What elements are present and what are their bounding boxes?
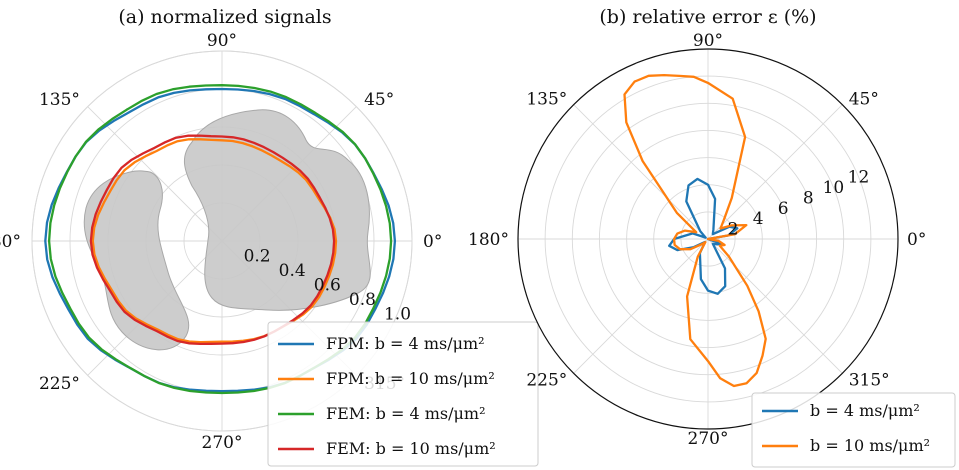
radial-tick-label: 0.6 (314, 276, 341, 296)
panel-a-normalized-signals: (a) normalized signals 0° 45° 90° 135° 180° 2… (0, 6, 539, 467)
radial-tick-label: 6 (778, 199, 789, 219)
radial-tick-label: 0.8 (349, 290, 376, 310)
angle-label: 0° (423, 232, 442, 252)
legend-label-1: FPM: b = 4 ms/μm² (326, 334, 485, 353)
legend-label-3: FEM: b = 4 ms/μm² (326, 404, 485, 423)
legend-label-1: b = 4 ms/μm² (810, 401, 920, 420)
panel-b-legend-frame (751, 392, 956, 468)
radial-tick-label: 12 (848, 168, 870, 188)
radial-tick-label: 0.4 (279, 261, 306, 281)
angle-label: 90° (207, 31, 237, 51)
angle-label: 180° (0, 232, 21, 252)
panel-b-title: (b) relative error ε (%) (599, 6, 816, 28)
radial-tick-label: 0.2 (244, 247, 271, 267)
angle-label: 90° (693, 31, 723, 51)
radial-tick-label: 4 (753, 209, 764, 229)
panel-b-series-lines (623, 73, 767, 388)
panel-a-title: (a) normalized signals (118, 6, 331, 28)
panel-a-legend: FPM: b = 4 ms/μm² FPM: b = 10 ms/μm² FEM: … (267, 321, 539, 467)
grid-spoke (707, 104, 843, 240)
angle-label: 225° (526, 371, 567, 391)
angle-label: 180° (468, 230, 509, 250)
grid-spoke (573, 238, 709, 374)
radial-tick-label: 10 (823, 178, 845, 198)
radial-tick-label: 1.0 (384, 305, 411, 325)
angle-label: 135° (526, 89, 567, 109)
angle-label: 315° (849, 371, 890, 391)
panel-b-relative-error: (b) relative error ε (%) 0° 45° 90° 135° 180… (468, 6, 956, 468)
legend-label-2: FPM: b = 10 ms/μm² (326, 369, 495, 388)
grid-spoke (573, 104, 709, 240)
panel-a-radial-tick-labels: 0.2 0.4 0.6 0.8 1.0 (244, 247, 411, 325)
legend-label-4: FEM: b = 10 ms/μm² (326, 439, 496, 458)
angle-label: 270° (202, 433, 243, 453)
panel-b-legend: b = 4 ms/μm² b = 10 ms/μm² (751, 392, 956, 468)
panel-b-angle-labels: 0° 45° 90° 135° 180° 225° 270° 315° (468, 31, 926, 449)
series-line-2 (623, 73, 767, 388)
angle-label: 135° (39, 90, 80, 110)
polar-frame (517, 48, 899, 430)
grid-spoke (87, 106, 223, 242)
legend-label-2: b = 10 ms/μm² (810, 436, 930, 455)
angle-label: 270° (688, 429, 729, 449)
grid-spoke (707, 238, 843, 374)
radial-tick-label: 8 (803, 189, 814, 209)
angle-label: 45° (364, 90, 394, 110)
angle-label: 0° (907, 230, 926, 250)
polar-frame (31, 50, 413, 432)
angle-label: 45° (849, 89, 879, 109)
radial-tick-label: 2 (728, 220, 739, 240)
angle-label: 225° (39, 374, 80, 394)
panel-a-legend-frame (267, 321, 539, 467)
